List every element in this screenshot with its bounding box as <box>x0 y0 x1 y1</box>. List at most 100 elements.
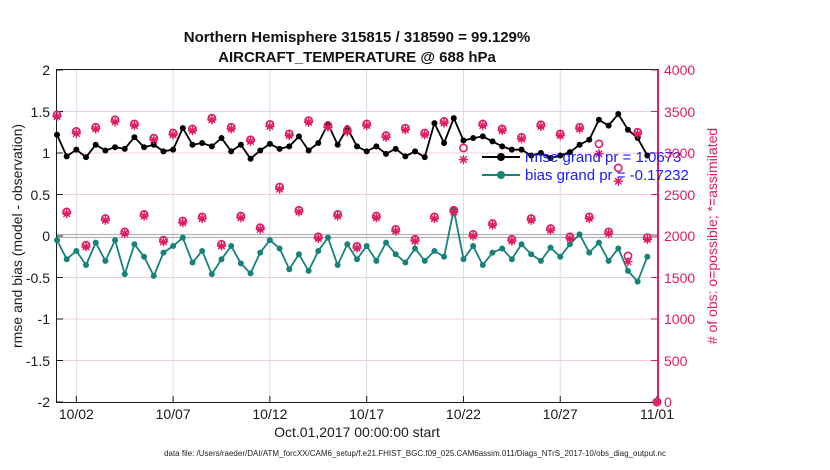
rmse-marker <box>208 143 215 150</box>
rmse-marker <box>179 125 186 132</box>
right-axis-tick-label: 1500 <box>664 269 696 286</box>
assimilated-obs-marker <box>536 121 546 132</box>
rmse-marker <box>373 143 380 150</box>
rmse-marker <box>170 146 177 153</box>
bias-marker <box>189 259 196 266</box>
assimilated-obs-marker <box>245 136 256 146</box>
bias-marker <box>489 249 496 256</box>
bias-marker <box>305 267 312 274</box>
assimilated-obs-marker <box>439 118 449 128</box>
assimilated-obs-marker <box>391 226 401 236</box>
rmse-marker <box>257 147 264 154</box>
rmse-marker <box>644 152 651 159</box>
bias-marker <box>402 259 409 266</box>
left-axis-tick-label: 0 <box>42 228 50 244</box>
left-axis-tick-label: 0.5 <box>30 186 50 203</box>
bias-marker <box>257 249 264 256</box>
assimilated-obs-marker <box>420 130 430 140</box>
rmse-marker <box>615 110 622 117</box>
assimilated-obs-marker <box>304 117 314 127</box>
bias-marker <box>73 247 80 254</box>
rmse-marker <box>586 136 593 143</box>
rmse-marker <box>334 141 341 148</box>
bias-marker <box>324 234 331 241</box>
bias-marker <box>518 241 525 248</box>
x-axis-tick-label: 10/12 <box>252 406 288 422</box>
rmse-marker <box>150 141 157 148</box>
rmse-marker <box>537 150 544 156</box>
bias-marker <box>266 237 273 244</box>
bias-marker <box>160 249 167 256</box>
bias-marker <box>228 242 235 249</box>
left-axis-tick-label: 2 <box>42 62 50 78</box>
assimilated-obs-marker <box>284 130 294 141</box>
x-axis-tick-label: 10/17 <box>349 406 385 422</box>
assimilated-obs-marker <box>352 243 362 253</box>
assimilated-obs-marker <box>187 125 198 136</box>
chart-canvas <box>52 69 662 407</box>
x-axis-tick-label: 10/07 <box>155 406 191 422</box>
assimilated-obs-marker <box>449 207 459 217</box>
rmse-marker <box>286 143 293 150</box>
left-axis-tick-label: -2 <box>37 394 50 410</box>
rmse-marker <box>460 137 467 144</box>
assimilated-obs-marker <box>362 121 372 131</box>
bias-marker <box>363 242 370 249</box>
rmse-marker <box>73 146 80 153</box>
bias-marker <box>421 257 428 264</box>
assimilated-obs-marker <box>216 241 227 251</box>
assimilated-obs-marker <box>129 121 140 131</box>
rmse-marker <box>121 145 128 152</box>
assimilated-obs-marker <box>168 130 178 140</box>
bias-marker <box>557 253 564 260</box>
legend-row-rmse: rmse grand pr = 1.0673 <box>482 148 689 166</box>
assimilated-obs-marker <box>565 233 575 244</box>
rmse-marker <box>363 148 370 155</box>
bias-marker <box>615 245 622 252</box>
bias-marker <box>295 251 302 258</box>
assimilated-obs-marker <box>149 135 159 145</box>
assimilated-obs-marker <box>342 127 352 137</box>
assimilated-obs-marker <box>178 218 188 228</box>
assimilated-obs-marker <box>158 237 169 247</box>
right-axis-tick-label: 3500 <box>664 103 696 120</box>
left-axis-tick-label: -1 <box>37 311 50 327</box>
bias-marker <box>141 253 148 260</box>
assimilated-obs-marker <box>604 228 614 239</box>
right-axis-tick-label: 0 <box>664 394 672 410</box>
assimilated-obs-marker <box>468 231 478 241</box>
rmse-marker <box>624 126 631 133</box>
assimilated-obs-marker <box>507 236 517 246</box>
rmse-marker <box>199 140 206 147</box>
assimilated-obs-marker <box>574 124 585 134</box>
rmse-marker <box>141 144 148 151</box>
assimilated-obs-marker <box>478 121 488 131</box>
bias-marker <box>54 237 60 244</box>
bias-line <box>56 209 649 284</box>
rmse-marker <box>547 154 554 161</box>
rmse-marker <box>54 131 60 138</box>
bias-marker <box>83 262 90 269</box>
rmse-marker <box>295 133 302 140</box>
bias-marker <box>112 237 119 244</box>
rmse-marker <box>266 140 273 147</box>
bias-marker <box>460 256 467 263</box>
bias-marker <box>508 256 515 263</box>
bias-marker <box>566 241 573 248</box>
bias-marker <box>392 251 399 258</box>
rmse-marker <box>63 153 70 160</box>
bias-marker <box>237 260 244 267</box>
left-axis-tick-label: -1.5 <box>25 352 50 369</box>
bias-marker <box>441 253 448 260</box>
bias-marker <box>131 241 138 248</box>
assimilated-obs-marker <box>400 125 410 135</box>
rmse-marker <box>392 145 399 152</box>
assimilated-obs-marker <box>139 211 149 221</box>
x-axis-tick-label: 10/22 <box>445 406 481 422</box>
legend: rmse grand pr = 1.0673 bias grand pr = -… <box>482 148 689 184</box>
bias-marker <box>479 262 486 269</box>
rmse-marker <box>605 122 612 129</box>
bias-line-sample <box>482 170 520 180</box>
assimilated-obs-marker <box>458 155 469 165</box>
rmse-marker <box>402 153 409 160</box>
